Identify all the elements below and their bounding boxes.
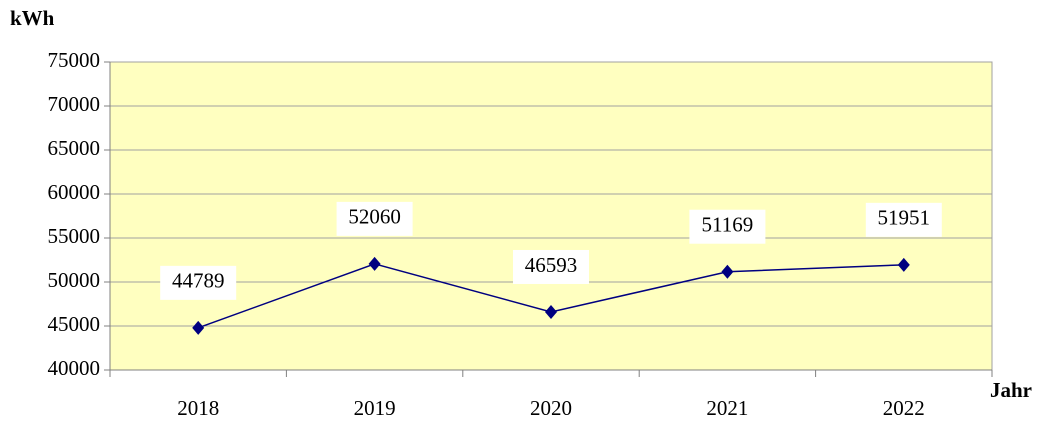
y-tick-label: 55000 <box>48 224 101 248</box>
marker <box>192 320 205 335</box>
data-label-box <box>160 265 237 300</box>
y-tick-label: 50000 <box>48 268 101 292</box>
y-tick-label: 70000 <box>48 92 101 116</box>
x-tick-label: 2021 <box>706 396 748 420</box>
x-tick-label: 2018 <box>177 396 219 420</box>
marker <box>368 256 381 271</box>
y-tick-label: 40000 <box>48 356 101 380</box>
data-label-box <box>689 209 766 244</box>
marker <box>897 257 910 272</box>
plot-area <box>109 61 993 371</box>
y-axis-label: kWh <box>10 6 55 30</box>
data-label-box <box>865 202 942 237</box>
data-label: 51169 <box>702 213 754 237</box>
x-tick-label: 2019 <box>354 396 396 420</box>
marker <box>545 304 557 319</box>
data-label: 51951 <box>878 206 931 230</box>
data-label-box <box>336 201 413 236</box>
data-label: 44789 <box>172 269 225 293</box>
x-tick-label: 2020 <box>530 396 572 420</box>
y-tick-label: 45000 <box>48 312 101 336</box>
y-tick-label: 65000 <box>48 136 101 160</box>
data-label-box <box>513 249 589 284</box>
data-label: 52060 <box>348 205 401 229</box>
y-tick-label: 75000 <box>48 48 101 72</box>
y-tick-label: 60000 <box>48 180 101 204</box>
data-label: 46593 <box>525 253 578 277</box>
x-tick-label: 2022 <box>883 396 925 420</box>
marker <box>721 264 734 279</box>
x-axis-label: Jahr <box>990 378 1032 402</box>
